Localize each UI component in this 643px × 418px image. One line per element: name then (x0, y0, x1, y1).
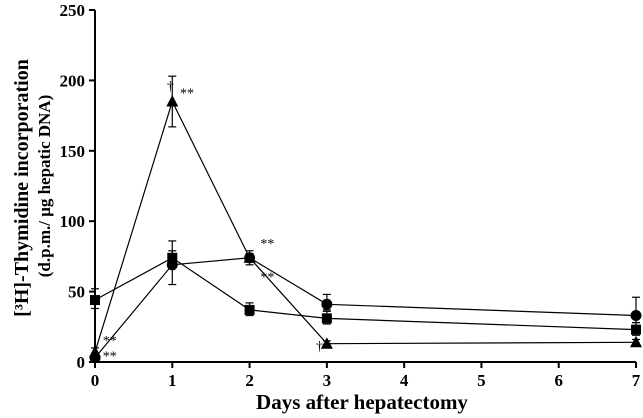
x-tick-label: 4 (400, 371, 409, 390)
y-tick-label: 50 (68, 283, 85, 302)
significance-marker: ** (260, 237, 274, 252)
series-square (90, 240, 641, 336)
data-point-triangle (166, 95, 179, 107)
x-tick-label: 2 (245, 371, 254, 390)
significance-marker: ** (103, 350, 117, 365)
x-tick-label: 5 (477, 371, 486, 390)
ticks: 0 50 100 150 200 250 0 1 2 3 4 5 6 7 (60, 1, 641, 390)
data-point-triangle (320, 337, 333, 349)
data-point-square (631, 324, 641, 335)
significance-marker: † (167, 79, 174, 94)
data-point-square (167, 252, 178, 263)
y-axis-subtitle: (d.p.m./ μg hepatic DNA) (35, 95, 54, 277)
series-triangle (89, 75, 642, 358)
y-tick-label: 0 (77, 353, 86, 372)
x-axis-title: Days after hepatectomy (256, 390, 468, 414)
axes (94, 10, 636, 363)
y-tick-label: 150 (60, 142, 86, 161)
y-tick-label: 250 (60, 1, 86, 20)
y-axis-title: [³H]-Thymidine incorporation (11, 59, 33, 317)
data-point-circle (630, 310, 642, 322)
data-point-circle (321, 298, 333, 310)
significance-marker: ** (260, 271, 274, 286)
series-layer (89, 75, 642, 364)
annotation-layer: † **********† (103, 79, 323, 364)
y-tick-label: 100 (60, 212, 86, 231)
x-tick-label: 0 (91, 371, 100, 390)
data-point-triangle (89, 345, 101, 358)
x-tick-label: 6 (554, 371, 563, 390)
significance-marker: ** (180, 86, 194, 101)
data-point-square (321, 313, 332, 324)
significance-marker: † (316, 340, 323, 355)
x-tick-label: 3 (323, 371, 332, 390)
significance-marker: ** (103, 334, 117, 349)
data-point-triangle (243, 251, 256, 263)
data-point-triangle (630, 335, 642, 348)
data-point-square (90, 295, 100, 306)
series-line (94, 99, 637, 353)
data-point-square (244, 304, 255, 315)
x-tick-label: 7 (632, 371, 641, 390)
x-tick-label: 1 (168, 371, 177, 390)
y-tick-label: 200 (60, 71, 86, 90)
